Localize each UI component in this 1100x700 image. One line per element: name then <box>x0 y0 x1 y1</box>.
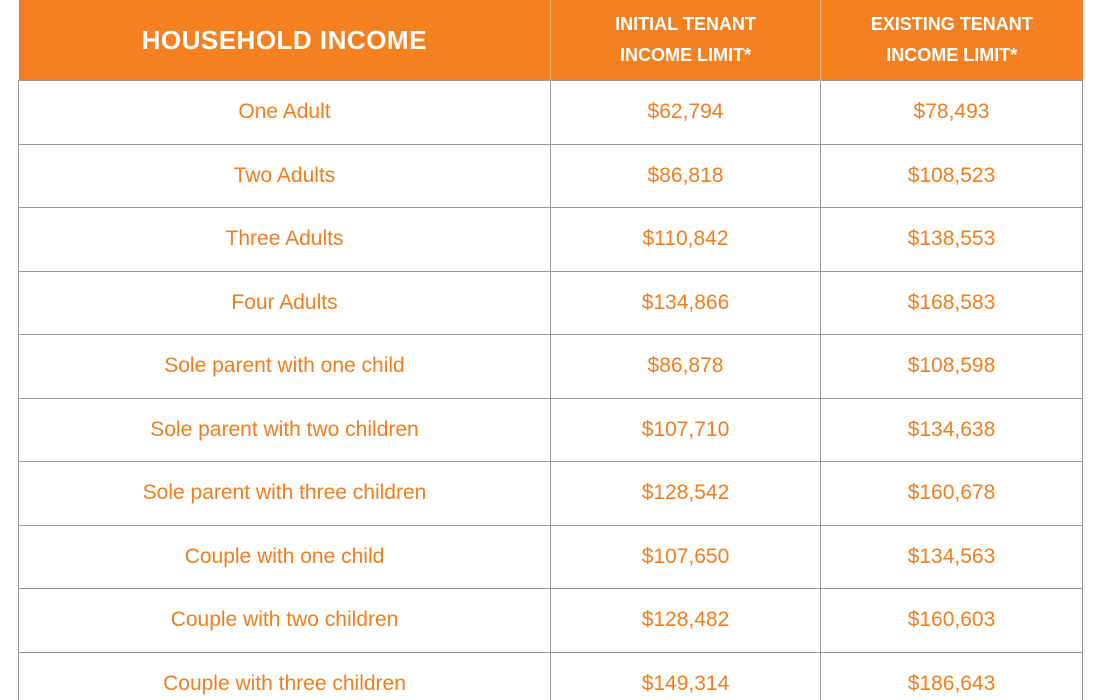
household-cell: Couple with three children <box>18 651 551 700</box>
header-cell: EXISTING TENANT INCOME LIMIT* <box>820 0 1083 81</box>
table-row: Two Adults $86,818 $108,523 <box>18 143 1083 208</box>
table-row: Four Adults $134,866 $168,583 <box>18 270 1083 335</box>
limit-cell: $128,542 <box>550 461 821 526</box>
table-row: Three Adults $110,842 $138,553 <box>18 207 1083 272</box>
household-cell: Sole parent with two children <box>18 397 551 462</box>
limit-cell: $160,603 <box>820 588 1083 653</box>
table-row: Sole parent with two children $107,710 $13… <box>18 397 1083 462</box>
table-row: Couple with two children $128,482 $160,603 <box>18 588 1083 653</box>
limit-cell: $86,818 <box>550 143 821 208</box>
household-cell: Three Adults <box>18 207 551 272</box>
limit-cell: $108,523 <box>820 143 1083 208</box>
table-row: Sole parent with three children $128,542 $… <box>18 461 1083 526</box>
household-cell: Couple with one child <box>18 524 551 589</box>
table-row: One Adult $62,794 $78,493 <box>18 80 1083 145</box>
limit-cell: $160,678 <box>820 461 1083 526</box>
table-body: One Adult $62,794 $78,493 Two Adults $86,818… <box>18 80 1083 700</box>
limit-cell: $134,866 <box>550 270 821 335</box>
table-row: Sole parent with one child $86,878 $108,59… <box>18 334 1083 399</box>
limit-cell: $138,553 <box>820 207 1083 272</box>
income-table: HOUSEHOLD INCOME INITIAL TENANT INCOME LI… <box>18 0 1083 700</box>
limit-cell: $108,598 <box>820 334 1083 399</box>
household-cell: Couple with two children <box>18 588 551 653</box>
household-cell: Sole parent with three children <box>18 461 551 526</box>
table-row: Couple with three children $149,314 $186,6… <box>18 651 1083 700</box>
household-cell: Four Adults <box>18 270 551 335</box>
limit-cell: $107,710 <box>550 397 821 462</box>
limit-cell: $134,563 <box>820 524 1083 589</box>
limit-cell: $128,482 <box>550 588 821 653</box>
header-cell: INITIAL TENANT INCOME LIMIT* <box>550 0 821 81</box>
limit-cell: $134,638 <box>820 397 1083 462</box>
household-cell: One Adult <box>18 80 551 145</box>
limit-cell: $86,878 <box>550 334 821 399</box>
header-text: EXISTING TENANT INCOME LIMIT* <box>870 14 1033 65</box>
header-text: INITIAL TENANT INCOME LIMIT* <box>615 14 756 65</box>
household-cell: Sole parent with one child <box>18 334 551 399</box>
household-cell: Two Adults <box>18 143 551 208</box>
header-row: HOUSEHOLD INCOME INITIAL TENANT INCOME LI… <box>18 0 1083 81</box>
header-cell: HOUSEHOLD INCOME <box>18 0 551 81</box>
limit-cell: $110,842 <box>550 207 821 272</box>
limit-cell: $62,794 <box>550 80 821 145</box>
limit-cell: $186,643 <box>820 651 1083 700</box>
limit-cell: $78,493 <box>820 80 1083 145</box>
limit-cell: $168,583 <box>820 270 1083 335</box>
limit-cell: $149,314 <box>550 651 821 700</box>
table-row: Couple with one child $107,650 $134,563 <box>18 524 1083 589</box>
limit-cell: $107,650 <box>550 524 821 589</box>
